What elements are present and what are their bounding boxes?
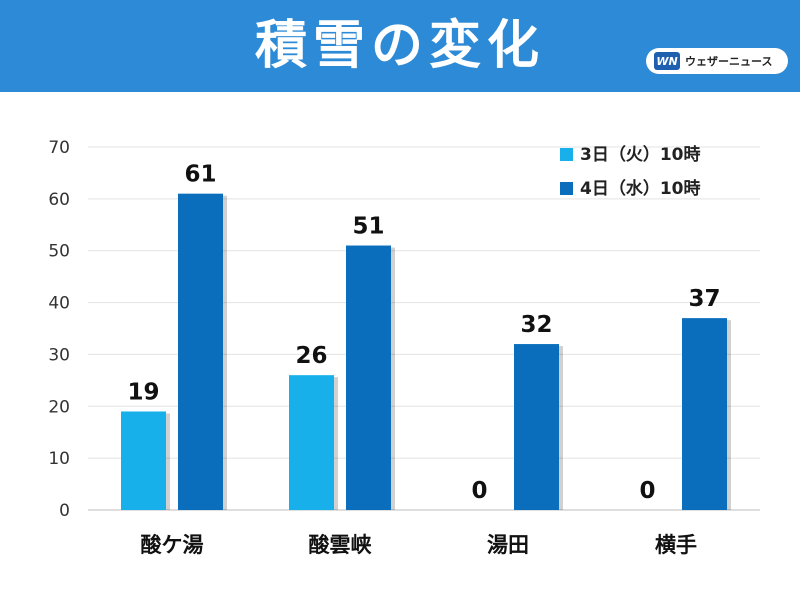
category-label: 横手 xyxy=(655,533,697,557)
y-tick-label: 10 xyxy=(48,449,70,469)
y-tick-label: 0 xyxy=(59,501,70,521)
y-tick-label: 70 xyxy=(48,138,70,158)
y-tick-label: 40 xyxy=(48,294,70,314)
category-label: 湯田 xyxy=(487,533,529,557)
category-label: 酸ケ湯 xyxy=(141,533,204,557)
bar xyxy=(121,411,166,510)
bar xyxy=(682,318,727,510)
bar xyxy=(346,245,391,510)
data-label: 51 xyxy=(352,214,384,240)
data-label: 32 xyxy=(520,312,552,338)
category-label: 酸雲峡 xyxy=(309,533,372,557)
data-label: 19 xyxy=(127,379,159,405)
bar xyxy=(178,193,223,510)
y-tick-label: 30 xyxy=(48,345,70,365)
data-label: 37 xyxy=(688,286,720,312)
snow-depth-chart: 0 10 20 30 40 50 60 70 19 61 酸ケ湯 26 51 酸雲峡 0 32 湯田 0 37 横手… xyxy=(48,138,760,557)
data-label: 0 xyxy=(471,478,487,504)
bar xyxy=(289,375,334,510)
y-tick-label: 60 xyxy=(48,190,70,210)
legend-swatch xyxy=(560,148,573,161)
page-title: 積雪の変化 xyxy=(254,16,545,76)
legend-label: 3日（火）10時 xyxy=(580,144,701,165)
brand-name: ウェザーニュース xyxy=(685,55,773,68)
data-label: 61 xyxy=(184,162,216,188)
data-label: 0 xyxy=(639,478,655,504)
y-tick-label: 50 xyxy=(48,242,70,262)
y-tick-label: 20 xyxy=(48,397,70,417)
data-label: 26 xyxy=(295,343,327,369)
bar xyxy=(514,344,559,510)
legend-label: 4日（水）10時 xyxy=(580,178,701,199)
legend-swatch xyxy=(560,182,573,195)
header-bar: 積雪の変化 WN ウェザーニュース xyxy=(0,0,800,92)
brand-logo: WN ウェザーニュース xyxy=(646,48,788,74)
weathernews-logo-icon: WN xyxy=(654,52,680,70)
